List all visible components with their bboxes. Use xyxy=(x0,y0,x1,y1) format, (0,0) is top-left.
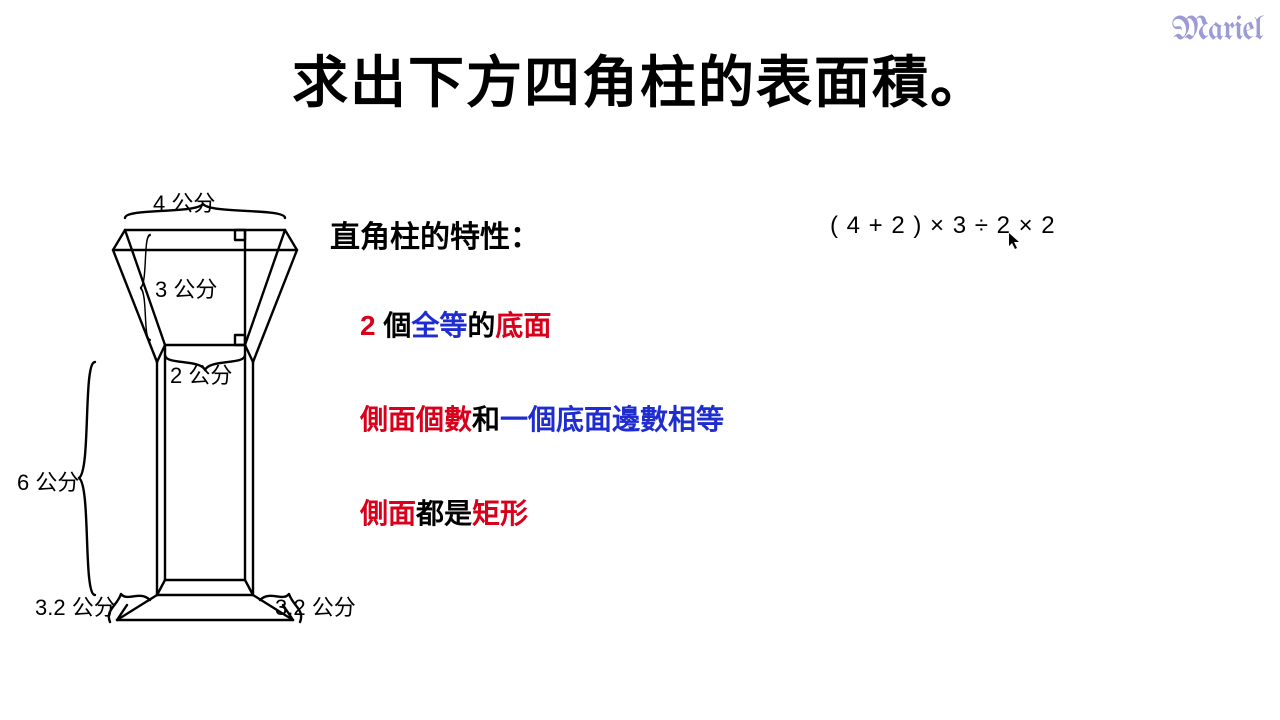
prism-diagram: 4 公分 3 公分 6 公分 2 公分 3.2 公分 3.2 公分 xyxy=(35,190,335,660)
prop1-seg-a: 2 xyxy=(360,310,376,341)
prop1-seg-d: 的 xyxy=(467,310,495,341)
page-title: 求出下方四角柱的表面積。 xyxy=(0,38,1280,119)
prop3-seg-b: 都是 xyxy=(416,498,472,529)
properties-block: 直角柱的特性： 2 個全等的底面 側面個數和一個底面邊數相等 側面都是矩形 xyxy=(330,212,724,586)
dim-bottom-width: 2 公分 xyxy=(170,358,232,390)
watermark-logo: Mariel xyxy=(1172,12,1262,48)
prop2-seg-c: 一個底面邊數相等 xyxy=(500,404,724,435)
property-line-1: 2 個全等的底面 xyxy=(360,304,724,344)
cursor-icon xyxy=(1008,232,1022,253)
prop2-seg-b: 和 xyxy=(472,404,500,435)
property-line-3: 側面都是矩形 xyxy=(360,492,724,532)
prop1-seg-e: 底面 xyxy=(495,310,551,341)
prop1-seg-b: 個 xyxy=(376,310,412,341)
dim-rect-height: 6 公分 xyxy=(17,465,79,497)
properties-header: 直角柱的特性： xyxy=(330,212,724,256)
dim-slant-left: 3.2 公分 xyxy=(35,590,116,622)
prop3-seg-c: 矩形 xyxy=(472,498,528,529)
prop3-seg-a: 側面 xyxy=(360,498,416,529)
property-line-2: 側面個數和一個底面邊數相等 xyxy=(360,398,724,438)
dim-top: 4 公分 xyxy=(153,186,215,218)
prop1-seg-c: 全等 xyxy=(411,310,467,341)
prop2-seg-a: 側面個數 xyxy=(360,404,472,435)
dim-trap-height: 3 公分 xyxy=(155,272,217,304)
dim-slant-right: 3.2 公分 xyxy=(275,590,356,622)
